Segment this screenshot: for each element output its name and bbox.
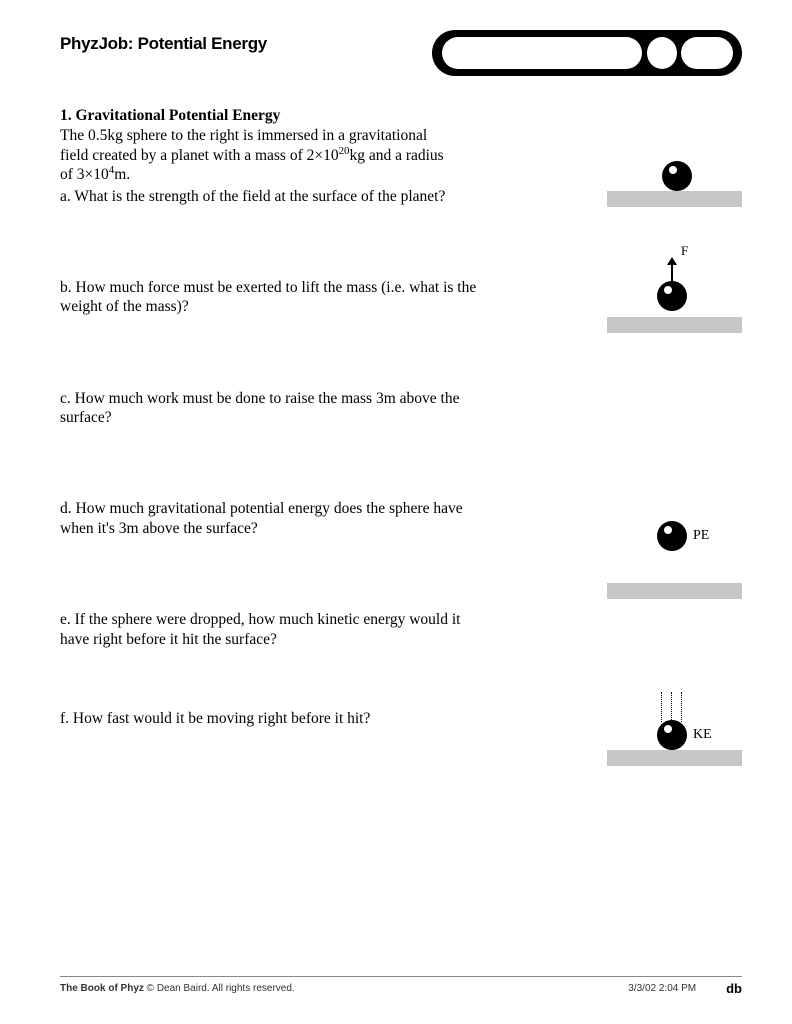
page-footer: The Book of Phyz © Dean Baird. All right… — [60, 976, 742, 996]
sphere-icon — [657, 521, 687, 551]
pill-slot-long — [442, 37, 642, 69]
content-area: 1. Gravitational Potential Energy The 0.… — [60, 106, 742, 728]
name-pill-graphic — [432, 30, 742, 76]
motion-line — [661, 692, 663, 722]
page-title: PhyzJob: Potential Energy — [60, 34, 267, 54]
intro-text: The 0.5kg sphere to the right is immerse… — [60, 126, 490, 184]
ground-bar — [607, 750, 742, 766]
diagram-a — [607, 161, 742, 207]
section-heading: 1. Gravitational Potential Energy — [60, 106, 742, 125]
pe-label: PE — [693, 527, 709, 545]
sphere-icon — [657, 720, 687, 750]
motion-line — [671, 692, 673, 722]
motion-line — [681, 692, 683, 722]
diagram-d: PE — [607, 521, 742, 599]
question-b: b. How much force must be exerted to lif… — [60, 278, 490, 317]
question-f: f. How fast would it be moving right bef… — [60, 709, 490, 728]
intro-line3a: of 3×10 — [60, 166, 109, 183]
title-rest: Potential Energy — [133, 34, 267, 53]
diagram-b: F — [607, 281, 742, 333]
question-c: c. How much work must be done to raise t… — [60, 389, 490, 428]
ground-bar — [607, 583, 742, 599]
worksheet-page: PhyzJob: Potential Energy 1. Gravitation… — [0, 0, 792, 1024]
footer-right: 3/3/02 2:04 PM db — [628, 981, 742, 996]
question-d: d. How much gravitational potential ener… — [60, 499, 490, 538]
footer-copyright: © Dean Baird. All rights reserved. — [144, 983, 295, 994]
footer-left: The Book of Phyz © Dean Baird. All right… — [60, 983, 295, 994]
diagram-e: KE — [607, 720, 742, 766]
ground-bar — [607, 191, 742, 207]
pill-slot-short — [681, 37, 733, 69]
intro-line2b: kg and a radius — [349, 147, 443, 164]
question-e: e. If the sphere were dropped, how much … — [60, 610, 490, 649]
footer-book: The Book of Phyz — [60, 983, 144, 994]
sphere-icon — [662, 161, 692, 191]
force-label: F — [681, 243, 688, 259]
intro-sup1: 20 — [339, 145, 350, 157]
arrow-line — [671, 263, 673, 281]
header-row: PhyzJob: Potential Energy — [60, 30, 742, 76]
ground-bar — [607, 317, 742, 333]
intro-line1: The 0.5kg sphere to the right is immerse… — [60, 127, 427, 144]
intro-line3b: m. — [114, 166, 130, 183]
question-a: a. What is the strength of the field at … — [60, 187, 490, 206]
ke-label: KE — [693, 726, 712, 744]
footer-initials: db — [726, 981, 742, 996]
pill-slot-dot — [647, 37, 677, 69]
sphere-icon — [657, 281, 687, 311]
footer-timestamp: 3/3/02 2:04 PM — [628, 983, 696, 994]
intro-line2a: field created by a planet with a mass of… — [60, 147, 339, 164]
title-prefix: PhyzJob: — [60, 34, 133, 53]
